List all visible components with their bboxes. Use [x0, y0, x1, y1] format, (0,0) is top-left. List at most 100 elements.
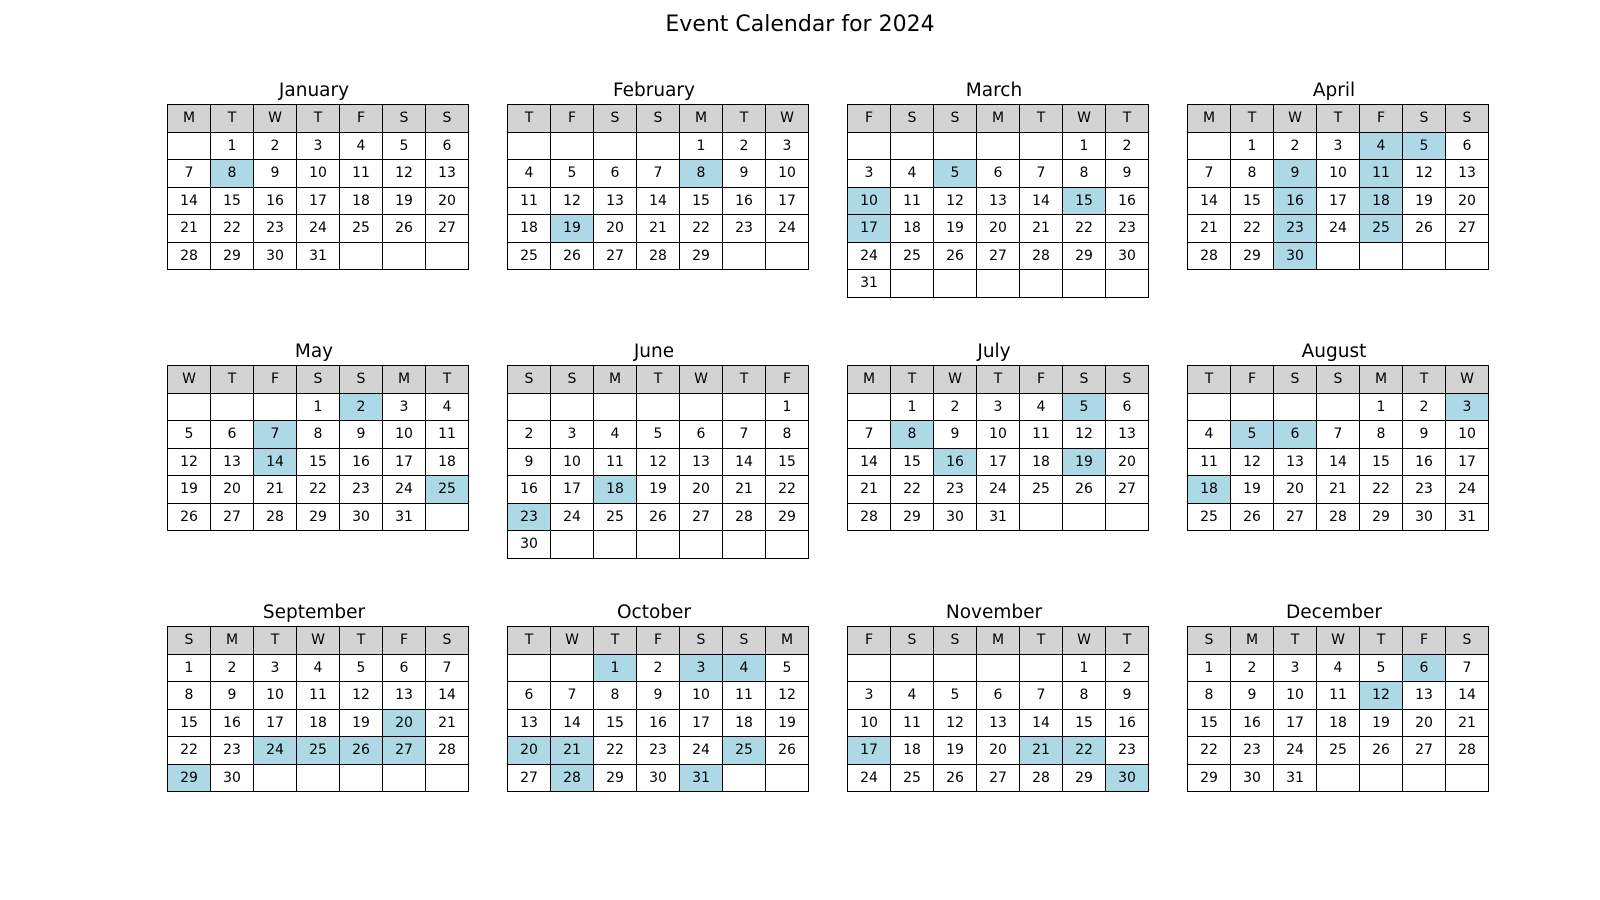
month-october: October T W T F S S M 1 2 3 4 5 6 7 8 9 10 11 12 13 14 15 16 17 1…	[507, 600, 809, 792]
day-cell: 7	[1445, 653, 1489, 682]
empty-cell	[1019, 502, 1063, 531]
day-cell: 13	[1105, 420, 1149, 449]
day-cell: 25	[1019, 475, 1063, 504]
weekday-header: T	[1273, 626, 1317, 655]
day-cell: 13	[507, 708, 551, 737]
weekday-header: T	[1019, 104, 1063, 133]
month-title: July	[977, 341, 1011, 362]
day-cell: 6	[425, 131, 469, 160]
day-cell: 18	[425, 447, 469, 476]
day-cell: 30	[1105, 241, 1149, 270]
week-row: 7 8 9 10 11 12 13	[1187, 159, 1489, 188]
day-cell: 8	[765, 420, 809, 449]
week-row: 16 17 18 19 20 21 22	[507, 475, 809, 504]
day-cell: 9	[1402, 420, 1446, 449]
month-table: S M T W T F S 1 2 3 4 5 6 7 8 9 10 11 12 13 14 15 16 17 18 19 20 21…	[1187, 626, 1489, 792]
weekday-header: W	[253, 104, 297, 133]
weekday-header: S	[636, 104, 680, 133]
day-cell: 30	[253, 241, 297, 270]
empty-cell	[210, 392, 254, 421]
day-cell: 7	[167, 159, 211, 188]
day-cell: 3	[382, 392, 426, 421]
day-cell: 7	[550, 681, 594, 710]
week-row: 15 16 17 18 19 20 21	[167, 708, 469, 737]
day-cell: 28	[253, 502, 297, 531]
day-cell: 15	[1359, 447, 1403, 476]
day-cell: 11	[507, 186, 551, 215]
day-cell: 14	[425, 681, 469, 710]
day-cell: 26	[1402, 214, 1446, 243]
day-cell: 16	[253, 186, 297, 215]
month-table: T F S S M T W 1 2 3 4 5 6 7 8 9 10 11 12 13 14 15 16 17 18 19 20 21…	[1187, 365, 1489, 531]
event-day-cell: 5	[1062, 392, 1106, 421]
week-row: 1	[507, 392, 809, 421]
week-row: 19 20 21 22 23 24 25	[167, 475, 469, 504]
day-cell: 19	[339, 708, 383, 737]
day-cell: 2	[933, 392, 977, 421]
day-cell: 18	[722, 708, 766, 737]
day-cell: 27	[976, 241, 1020, 270]
month-title: December	[1286, 602, 1382, 623]
weekday-header: T	[339, 626, 383, 655]
weekday-header: S	[167, 626, 211, 655]
day-cell: 25	[890, 241, 934, 270]
day-cell: 7	[1019, 159, 1063, 188]
weekday-header: S	[1062, 365, 1106, 394]
day-cell: 29	[1062, 241, 1106, 270]
day-cell: 14	[722, 447, 766, 476]
weekday-header: T	[210, 104, 254, 133]
day-cell: 25	[890, 763, 934, 792]
day-cell: 28	[1445, 736, 1489, 765]
day-cell: 17	[296, 186, 340, 215]
event-day-cell: 17	[847, 214, 891, 243]
day-cell: 6	[382, 653, 426, 682]
event-day-cell: 18	[593, 475, 637, 504]
day-cell: 26	[933, 763, 977, 792]
event-day-cell: 4	[722, 653, 766, 682]
day-cell: 14	[1019, 708, 1063, 737]
day-cell: 7	[636, 159, 680, 188]
weekday-header: M	[679, 104, 723, 133]
day-cell: 9	[253, 159, 297, 188]
day-cell: 25	[507, 241, 551, 270]
weekday-header: M	[382, 365, 426, 394]
day-cell: 11	[593, 447, 637, 476]
day-cell: 11	[339, 159, 383, 188]
day-cell: 23	[1105, 736, 1149, 765]
day-cell: 4	[593, 420, 637, 449]
month-table: F S S M T W T 1 2 3 4 5 6 7 8 9 10 11 12 13 14 15 16 17 18 19 20 21…	[847, 626, 1149, 792]
day-cell: 29	[1359, 502, 1403, 531]
day-cell: 1	[765, 392, 809, 421]
day-cell: 8	[296, 420, 340, 449]
day-cell: 23	[210, 736, 254, 765]
empty-cell	[933, 653, 977, 682]
day-cell: 2	[1230, 653, 1274, 682]
empty-cell	[339, 763, 383, 792]
weekday-header: M	[1359, 365, 1403, 394]
weekday-header: S	[1187, 626, 1231, 655]
weekday-header: W	[296, 626, 340, 655]
day-cell: 18	[890, 214, 934, 243]
day-cell: 26	[550, 241, 594, 270]
day-cell: 30	[1402, 502, 1446, 531]
day-cell: 8	[593, 681, 637, 710]
day-cell: 16	[339, 447, 383, 476]
weekday-header: S	[679, 626, 723, 655]
day-cell: 22	[1230, 214, 1274, 243]
weekday-header: T	[1316, 104, 1360, 133]
empty-cell	[890, 653, 934, 682]
day-cell: 27	[1445, 214, 1489, 243]
week-row: 15 16 17 18 19 20 21	[1187, 708, 1489, 737]
day-cell: 25	[1187, 502, 1231, 531]
day-cell: 12	[167, 447, 211, 476]
event-day-cell: 23	[1273, 214, 1317, 243]
day-cell: 2	[253, 131, 297, 160]
day-cell: 20	[1105, 447, 1149, 476]
week-row: 11 12 13 14 15 16 17	[507, 186, 809, 215]
week-row: 18 19 20 21 22 23 24	[1187, 475, 1489, 504]
day-cell: 1	[296, 392, 340, 421]
day-cell: 20	[976, 214, 1020, 243]
day-cell: 21	[1445, 708, 1489, 737]
month-february: February T F S S M T W 1 2 3 4 5 6 7 8 9 10 11 12 13 14 15 16 17…	[507, 78, 809, 270]
